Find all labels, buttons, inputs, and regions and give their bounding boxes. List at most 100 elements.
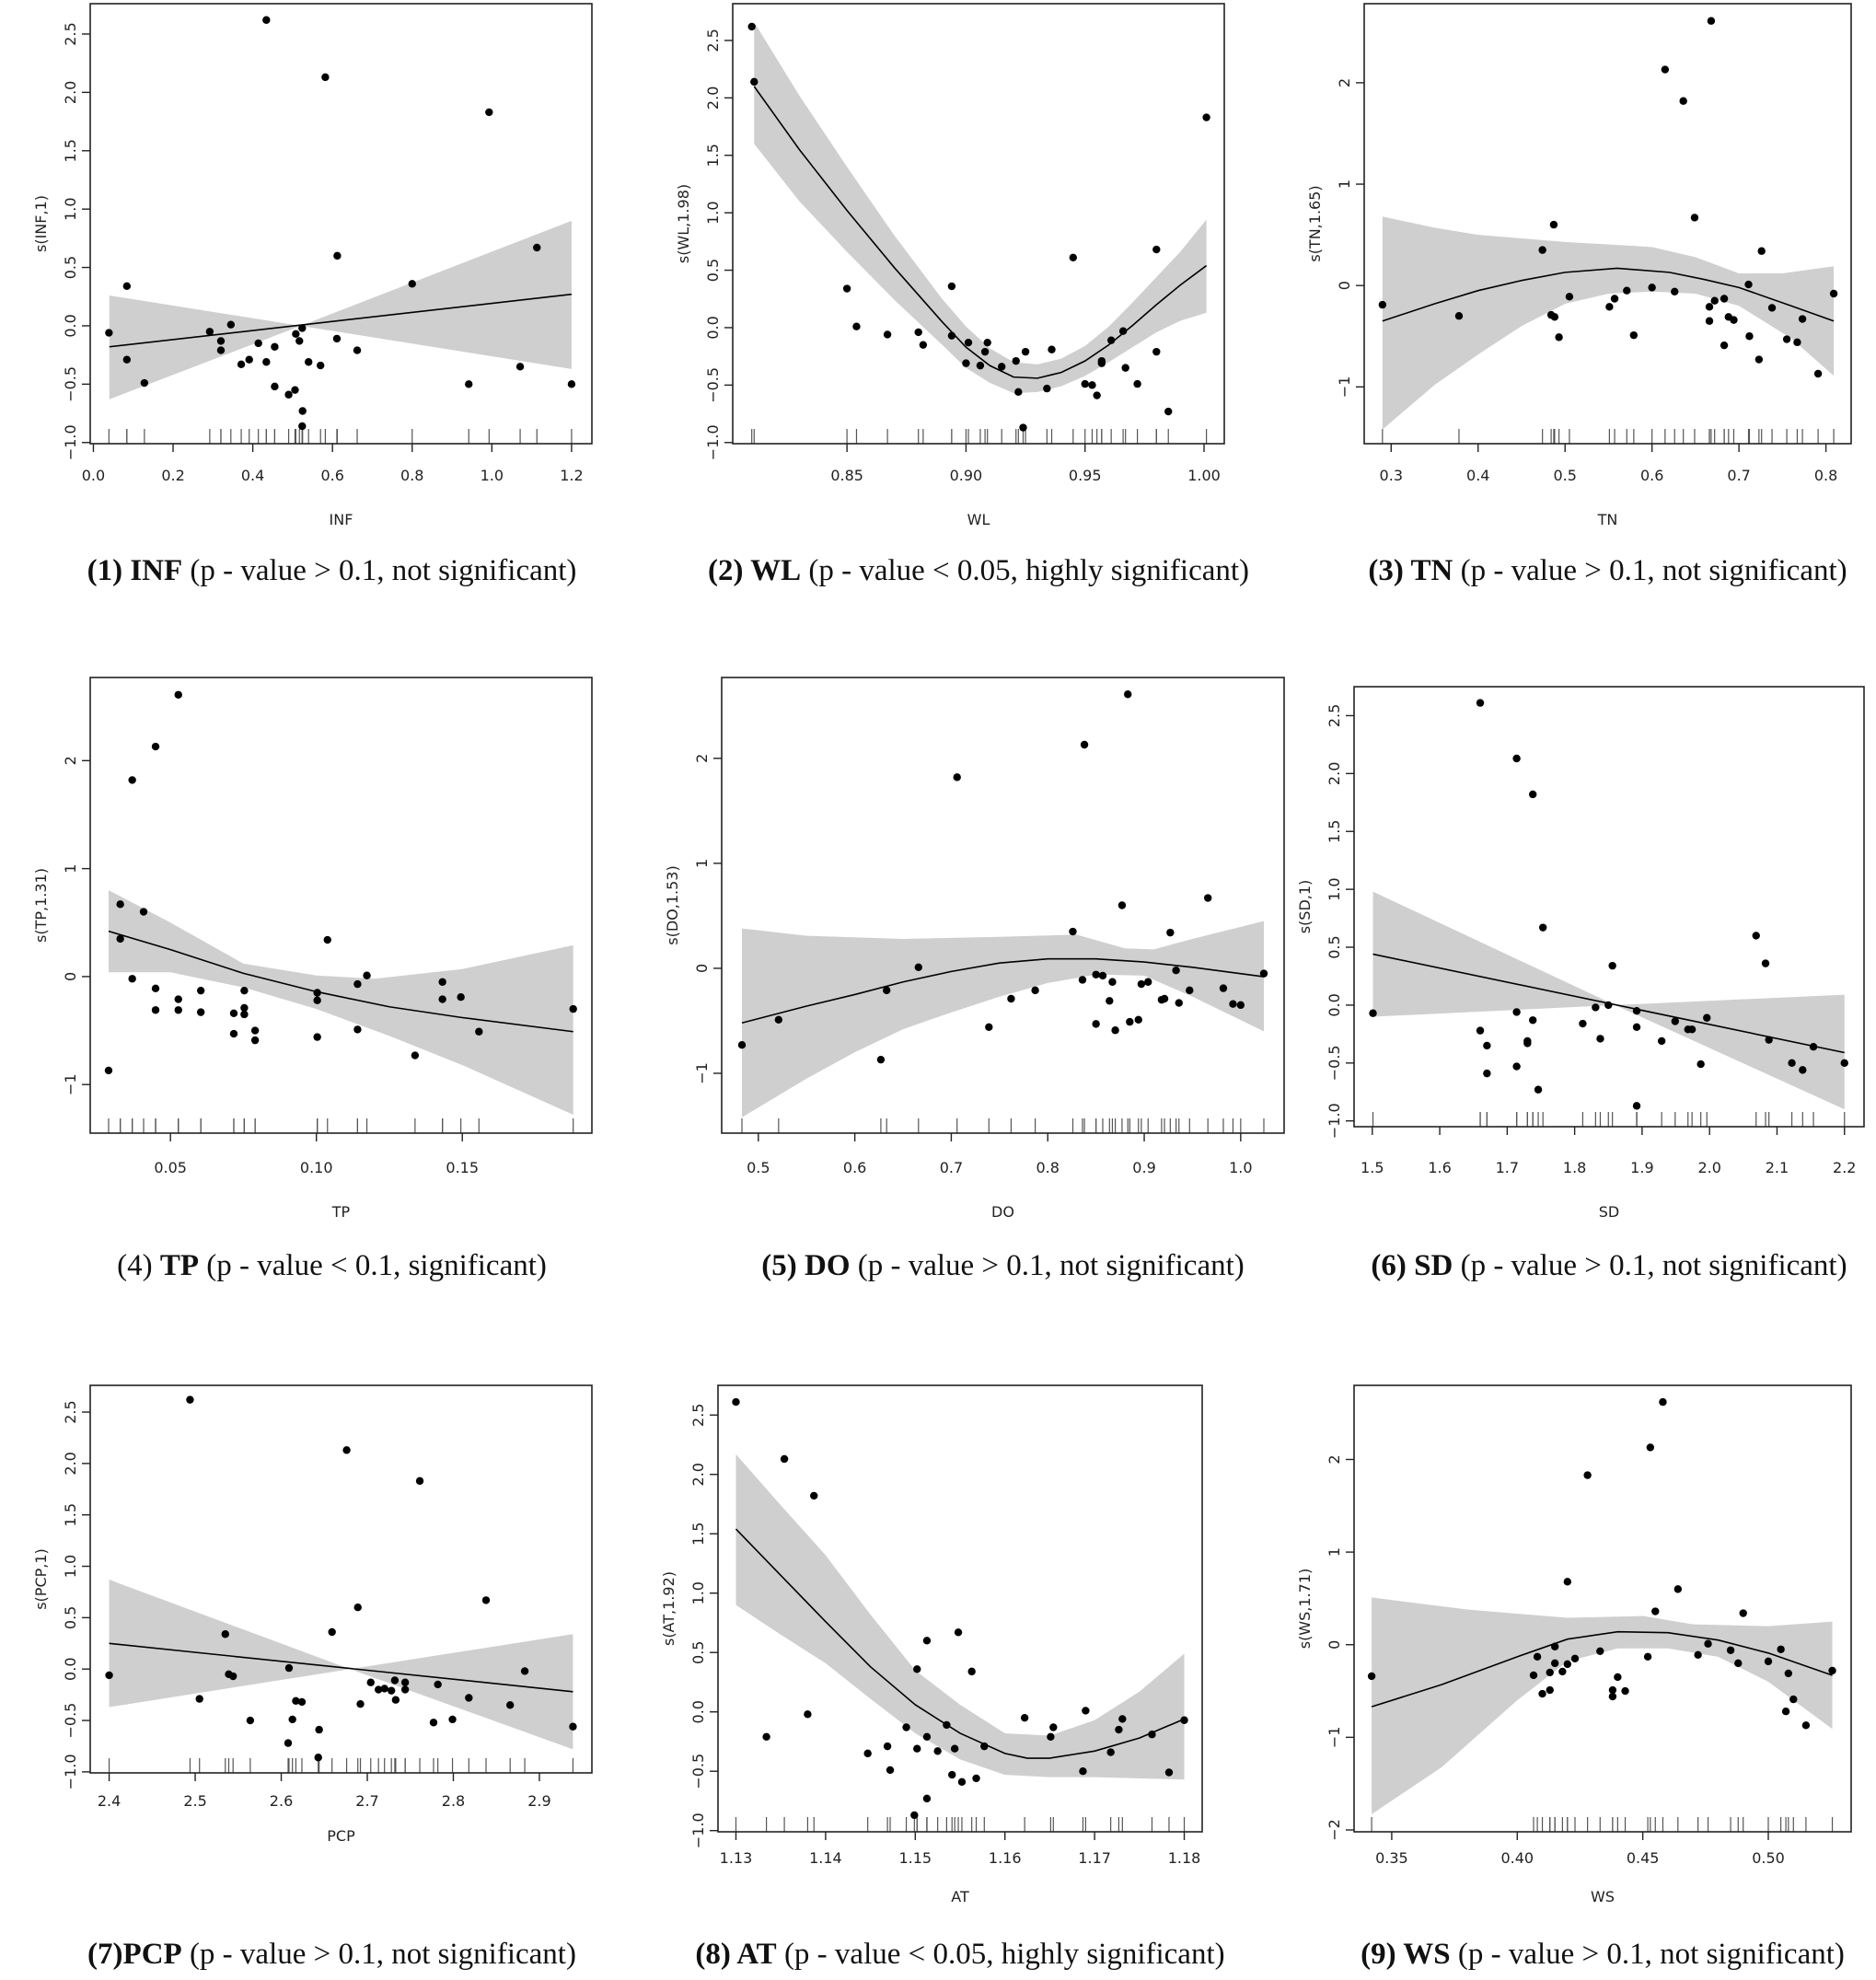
residual-point bbox=[810, 1491, 818, 1500]
caption-significance: (p - value > 0.1, not significant) bbox=[1453, 554, 1847, 587]
residual-point bbox=[1707, 17, 1716, 25]
residual-point bbox=[1632, 1007, 1641, 1015]
residual-point bbox=[457, 993, 465, 1002]
x-tick-label: 1.2 bbox=[560, 467, 583, 484]
residual-point bbox=[1784, 1669, 1793, 1678]
residual-point bbox=[1583, 1471, 1592, 1479]
residual-point bbox=[1204, 894, 1212, 902]
residual-point bbox=[250, 1036, 260, 1045]
y-tick-label: 0 bbox=[62, 972, 79, 981]
residual-point bbox=[1117, 901, 1127, 909]
x-tick-label: 0.15 bbox=[446, 1159, 479, 1176]
residual-point bbox=[122, 282, 132, 291]
residual-point bbox=[332, 334, 342, 343]
residual-point bbox=[1014, 388, 1023, 397]
x-tick-label: 0.90 bbox=[950, 467, 983, 484]
residual-point bbox=[1592, 1003, 1600, 1012]
residual-point bbox=[910, 1811, 919, 1820]
residual-point bbox=[1614, 1673, 1622, 1682]
residual-point bbox=[105, 329, 113, 337]
x-tick-label: 0.10 bbox=[300, 1159, 333, 1176]
residual-point bbox=[313, 996, 321, 1004]
panel-sd: 1.5 1.6 1.7 1.8 1.9 2.0 2.1 2.2 −1.0 −0.5 0.0 0.5 1.… bbox=[1296, 686, 1865, 1282]
residual-point bbox=[1152, 245, 1161, 254]
confidence-band bbox=[109, 1580, 573, 1750]
residual-point bbox=[1798, 315, 1807, 323]
residual-point bbox=[305, 358, 313, 366]
residual-point bbox=[569, 1722, 577, 1731]
residual-point bbox=[1020, 1713, 1029, 1722]
residual-point bbox=[400, 1678, 410, 1686]
fitted-smooth-line bbox=[753, 86, 1208, 379]
y-tick-label: 0.5 bbox=[62, 1606, 79, 1629]
residual-point bbox=[1529, 1671, 1538, 1680]
residual-point bbox=[1570, 1654, 1580, 1663]
residual-point bbox=[1739, 1609, 1747, 1617]
confidence-band bbox=[1372, 1597, 1833, 1814]
x-tick-label: 1.5 bbox=[1361, 1159, 1384, 1176]
x-tick-label: 2.7 bbox=[355, 1792, 378, 1810]
x-axis-label: TN bbox=[1597, 511, 1618, 528]
plot-frame bbox=[89, 3, 593, 445]
residual-point bbox=[485, 108, 493, 117]
residual-point bbox=[515, 363, 525, 371]
caption-variable: TP bbox=[160, 1249, 199, 1282]
residual-point bbox=[246, 1716, 255, 1725]
residual-point bbox=[271, 342, 279, 351]
residual-point bbox=[1549, 220, 1558, 229]
residual-point bbox=[737, 1040, 747, 1049]
residual-point bbox=[983, 338, 991, 347]
x-tick-label: 1.00 bbox=[1187, 467, 1221, 484]
x-tick-label: 0.7 bbox=[1727, 467, 1750, 484]
residual-point bbox=[1781, 1707, 1790, 1716]
panel-tn: 0.3 0.4 0.5 0.6 0.7 0.8 −1 0 1 2 TN s(TN,1.65) (3) T… bbox=[1306, 3, 1852, 587]
y-tick-label: 2.0 bbox=[704, 87, 722, 110]
residual-point bbox=[353, 1604, 362, 1612]
residual-point bbox=[1528, 790, 1537, 799]
y-tick-label: 2 bbox=[1326, 1454, 1343, 1464]
residual-point bbox=[295, 337, 304, 345]
y-axis-label: s(AT,1.92) bbox=[660, 1571, 677, 1646]
residual-point bbox=[1538, 246, 1546, 254]
residual-point bbox=[1476, 1026, 1485, 1035]
residual-point bbox=[1777, 1645, 1785, 1653]
panel-caption: (8) AT (p - value < 0.05, highly signifi… bbox=[695, 1938, 1224, 1971]
residual-point bbox=[1219, 984, 1228, 992]
y-tick-label: 0.5 bbox=[704, 259, 722, 282]
residual-point bbox=[434, 1680, 442, 1689]
residual-point bbox=[313, 1033, 321, 1041]
residual-point bbox=[151, 1006, 160, 1014]
residual-point bbox=[1720, 295, 1729, 303]
residual-point bbox=[481, 1596, 491, 1604]
fitted-smooth-line bbox=[741, 957, 1265, 1025]
x-tick-label: 1.8 bbox=[1563, 1159, 1586, 1176]
residual-point bbox=[1080, 740, 1089, 749]
residual-point bbox=[953, 773, 961, 782]
residual-point bbox=[1710, 296, 1719, 305]
x-tick-label: 1.17 bbox=[1078, 1849, 1111, 1867]
y-axis-label: s(SD,1) bbox=[1296, 880, 1314, 934]
caption-significance: (p - value > 0.1, not significant) bbox=[182, 1938, 576, 1971]
y-tick-label: 1.0 bbox=[689, 1581, 707, 1604]
residual-point bbox=[1121, 364, 1129, 372]
residual-point bbox=[1137, 979, 1146, 989]
residual-point bbox=[387, 1686, 396, 1695]
plot-frame bbox=[717, 1384, 1203, 1833]
plot-frame bbox=[721, 677, 1285, 1134]
panel-wl: 0.85 0.90 0.95 1.00 −1.0 −0.5 0.0 0.5 1.0 1.5 2.0 2… bbox=[675, 3, 1249, 587]
residual-point bbox=[1454, 312, 1464, 320]
residual-point bbox=[1608, 1692, 1617, 1701]
residual-point bbox=[1765, 1036, 1773, 1044]
residual-point bbox=[1752, 932, 1760, 940]
residual-point bbox=[1483, 1041, 1491, 1050]
residual-point bbox=[1118, 327, 1128, 335]
residual-point bbox=[914, 963, 922, 971]
residual-point bbox=[1202, 113, 1210, 122]
residual-point bbox=[933, 1747, 942, 1755]
residual-point bbox=[1829, 289, 1838, 298]
residual-point bbox=[284, 390, 293, 399]
y-axis-label: s(DO,1.53) bbox=[664, 865, 681, 944]
residual-point bbox=[353, 979, 362, 989]
residual-point bbox=[1563, 1660, 1572, 1669]
caption-variable: WS bbox=[1403, 1938, 1450, 1971]
